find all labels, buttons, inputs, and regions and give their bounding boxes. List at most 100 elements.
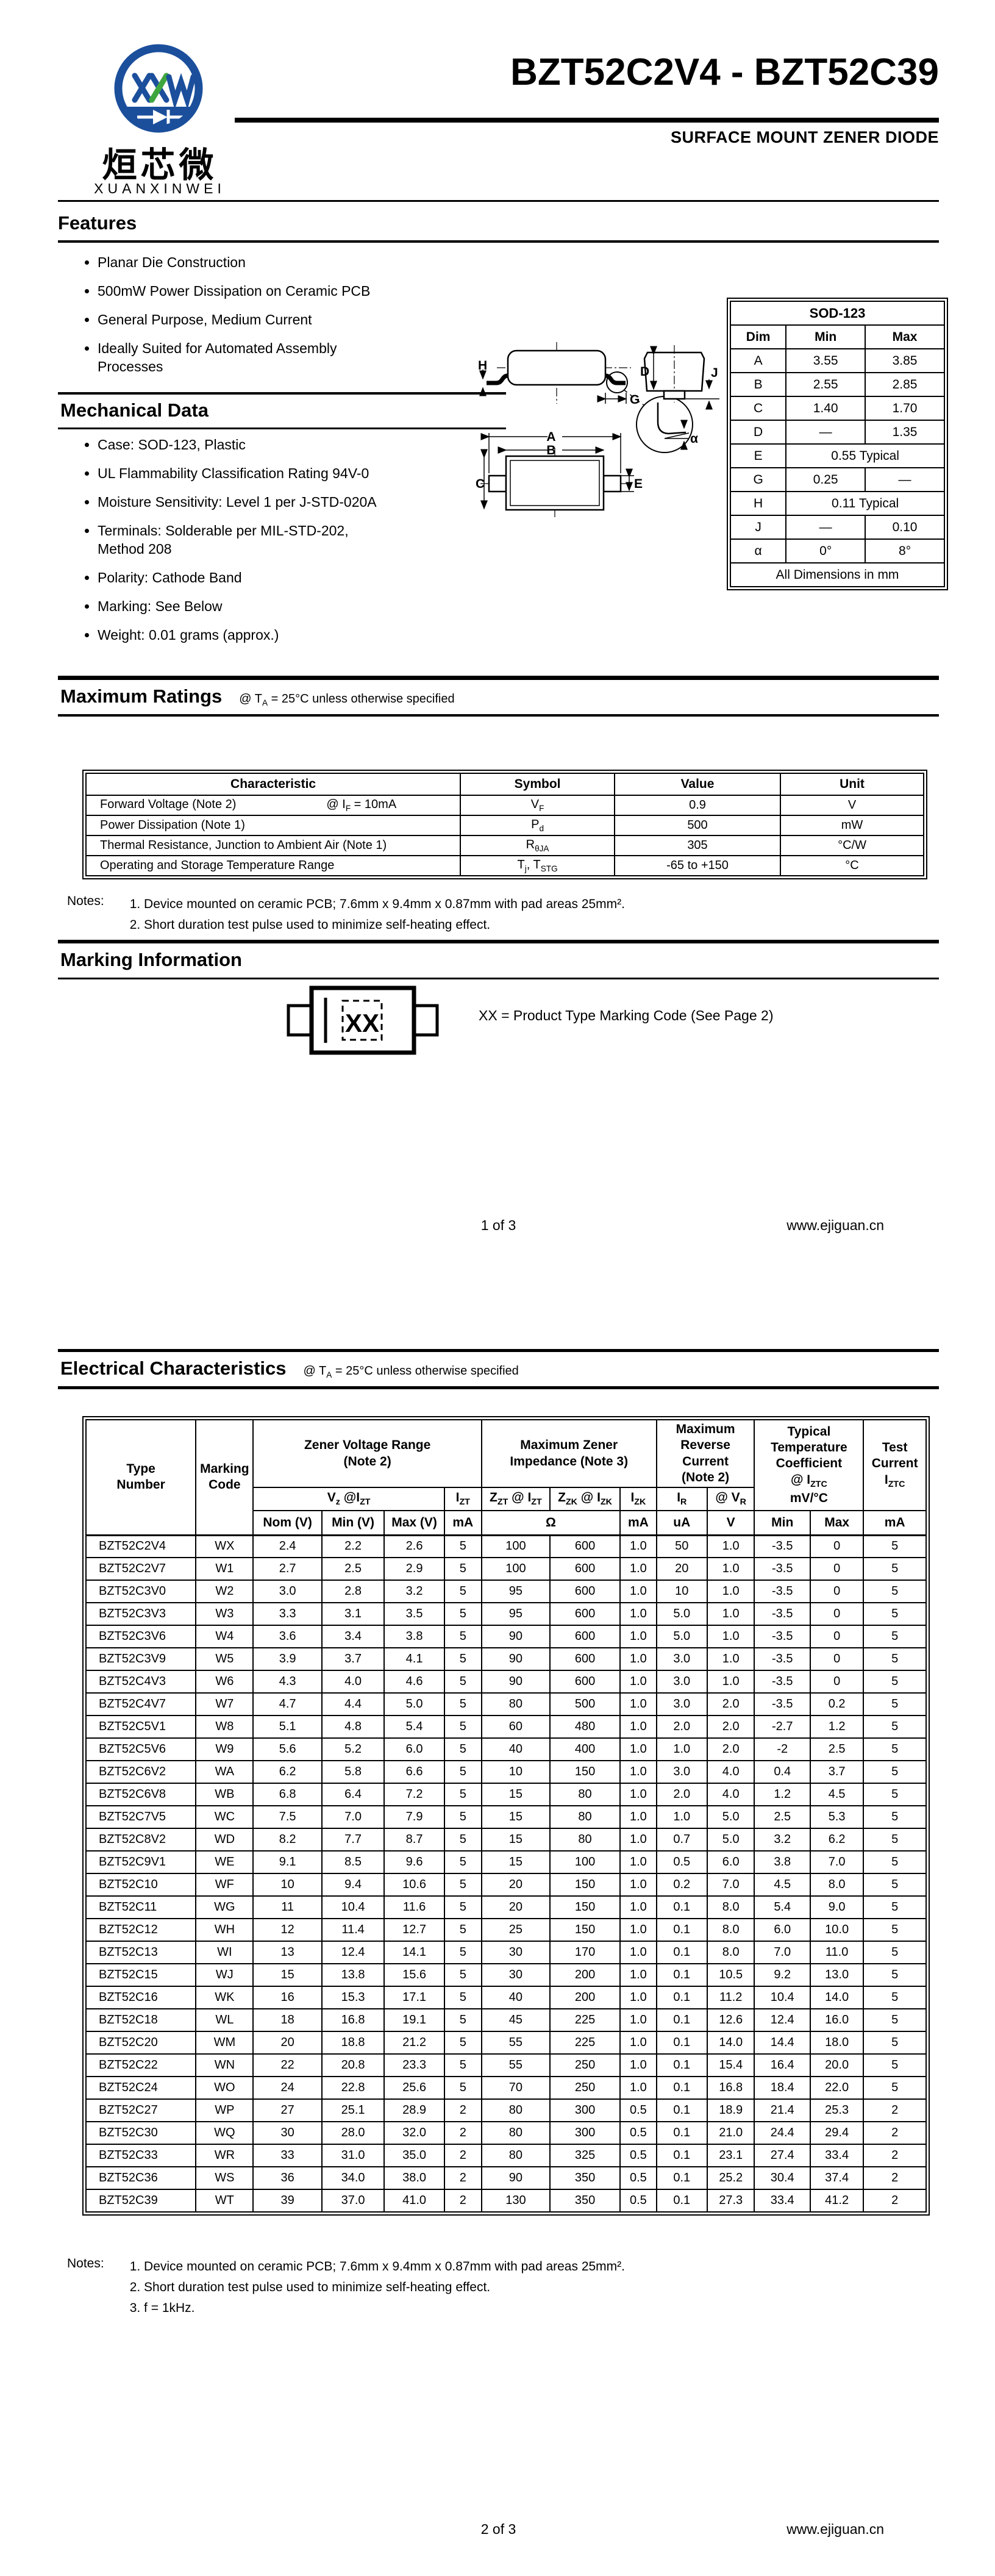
- table-row: BZT52C11 WG 11 10.4 11.6 5 20 150 1.0 0.1 8.0 5.4 9.…: [85, 1895, 927, 1919]
- table-cell: 1.0: [619, 1963, 657, 1987]
- table-cell: 0.1: [655, 2076, 708, 2100]
- table-cell: 7.0: [321, 1805, 385, 1829]
- table-cell: 7.0: [706, 1873, 755, 1897]
- table-cell: 5.3: [809, 1805, 865, 1829]
- table-cell: 2.7: [252, 1557, 323, 1581]
- table-cell: 170: [549, 1941, 621, 1964]
- table-cell: 3.2: [754, 1828, 811, 1852]
- symbol: VF: [460, 795, 615, 816]
- table-cell: E: [729, 443, 787, 468]
- table-cell: 3.0: [655, 1760, 708, 1784]
- lead-end-view: [663, 390, 686, 400]
- table-cell: 11.2: [706, 1986, 755, 2009]
- table-row: BZT52C5V6 W9 5.6 5.2 6.0 5 40 400 1.0 1.0 2.0 -2 2.5…: [85, 1737, 927, 1761]
- table-cell: 3.0: [655, 1647, 708, 1671]
- table-cell: 5: [443, 1534, 482, 1558]
- table-cell: 25.3: [809, 2098, 865, 2122]
- table-cell: G: [729, 467, 787, 492]
- table-row: BZT52C36 WS 36 34.0 38.0 2 90 350 0.5 0.1 25.2 30.4…: [85, 2166, 927, 2190]
- table-cell: BZT52C12: [85, 1918, 197, 1942]
- table-cell: 1.2: [754, 1783, 811, 1806]
- table-cell: 5.4: [383, 1715, 445, 1739]
- table-cell: BZT52C18: [85, 2008, 197, 2032]
- table-cell: 41.2: [809, 2189, 865, 2213]
- table-cell: WI: [195, 1941, 254, 1964]
- table-cell: 20: [252, 2031, 323, 2055]
- table-cell: BZT52C20: [85, 2031, 197, 2055]
- table-cell: WX: [195, 1534, 254, 1558]
- table-cell: 2: [443, 2166, 482, 2190]
- table-cell: BZT52C36: [85, 2166, 197, 2190]
- characteristic: Forward Voltage (Note 2): [100, 798, 237, 811]
- table-cell: 7.7: [321, 1828, 385, 1852]
- table-cell: W3: [195, 1602, 254, 1626]
- table-cell: 3.85: [865, 348, 945, 373]
- table-cell: W6: [195, 1670, 254, 1694]
- lead-right: [605, 373, 626, 385]
- doc-subtitle: SURFACE MOUNT ZENER DIODE: [670, 128, 939, 146]
- table-cell: 5: [863, 1918, 927, 1942]
- table-cell: 7.0: [754, 1941, 811, 1964]
- table-cell: 90: [480, 2166, 551, 2190]
- table-row: BZT52C15 WJ 15 13.8 15.6 5 30 200 1.0 0.1 10.5 9.2 1…: [85, 1963, 927, 1987]
- table-row: BZT52C2V7 W1 2.7 2.5 2.9 5 100 600 1.0 20 1.0 -3.5 0…: [85, 1557, 927, 1581]
- table-cell: 1.0: [706, 1557, 755, 1581]
- table-cell: 5: [863, 1580, 927, 1603]
- table-cell: 5: [863, 1647, 927, 1671]
- table-cell: 1.0: [619, 1715, 657, 1739]
- unit: V: [780, 795, 924, 816]
- table-cell: 0.1: [655, 2189, 708, 2213]
- unit-nom: Nom (V): [252, 1510, 323, 1536]
- table-cell: 2: [443, 2098, 482, 2122]
- logo-chinese-name: 烜芯微: [102, 146, 218, 185]
- table-cell: 300: [549, 2098, 621, 2122]
- col-zzk: ZZK @ IZK: [549, 1487, 621, 1511]
- table-cell: 40: [480, 1737, 551, 1761]
- table-cell: 28.0: [321, 2121, 385, 2145]
- table-cell: -3.5: [754, 1557, 811, 1581]
- dim-label-b: B: [546, 443, 555, 457]
- table-cell: 225: [549, 2008, 621, 2032]
- table-cell: 10: [252, 1873, 323, 1897]
- table-cell: -3.5: [754, 1580, 811, 1603]
- table-cell: 1.0: [655, 1805, 708, 1829]
- table-cell: 0.1: [655, 1986, 708, 2009]
- table-cell: 1.0: [619, 1580, 657, 1603]
- table-cell: 300: [549, 2121, 621, 2145]
- table-cell: 1.0: [619, 1737, 657, 1761]
- features-heading: Features: [58, 212, 939, 243]
- table-cell: 2.5: [809, 1737, 865, 1761]
- table-cell: 9.1: [252, 1850, 323, 1874]
- table-cell: 3.7: [809, 1760, 865, 1784]
- table-cell: 2: [863, 2144, 927, 2167]
- table-cell: -3.5: [754, 1602, 811, 1626]
- package-body-side: [507, 349, 607, 386]
- table-cell: 5: [863, 1625, 927, 1648]
- feature-item: 500mW Power Dissipation on Ceramic PCB: [98, 282, 402, 300]
- dim-label-g: G: [630, 393, 640, 407]
- table-cell: 45: [480, 2008, 551, 2032]
- marking-heading: Marking Information: [58, 940, 939, 979]
- company-logo: 烜芯微 XUANXINWEI: [88, 32, 259, 196]
- table-cell: 5: [443, 1986, 482, 2009]
- table-cell: 80: [549, 1783, 621, 1806]
- table-cell: 8.0: [706, 1895, 755, 1919]
- table-cell: 29.4: [809, 2121, 865, 2145]
- table-cell: 5: [443, 1715, 482, 1739]
- table-cell: 5.0: [706, 1805, 755, 1829]
- table-cell: 5: [443, 1918, 482, 1942]
- max-ratings-table: Characteristic Symbol Value Unit Forward…: [82, 770, 927, 879]
- table-row: BZT52C10 WF 10 9.4 10.6 5 20 150 1.0 0.2 7.0 4.5 8.0…: [85, 1873, 927, 1897]
- table-cell: 15.3: [321, 1986, 385, 2009]
- table-cell: 600: [549, 1625, 621, 1648]
- sod-table-title: SOD-123: [730, 301, 945, 326]
- marking-heading-label: Marking Information: [60, 949, 242, 970]
- table-cell: 9.0: [809, 1895, 865, 1919]
- table-cell: 100: [549, 1850, 621, 1874]
- table-cell: 2: [443, 2189, 482, 2213]
- table-cell: 95: [480, 1602, 551, 1626]
- logo-latin-name: XUANXINWEI: [94, 181, 226, 196]
- table-cell: 200: [549, 1963, 621, 1987]
- table-cell: 10: [655, 1580, 708, 1603]
- table-cell: 21.4: [754, 2098, 811, 2122]
